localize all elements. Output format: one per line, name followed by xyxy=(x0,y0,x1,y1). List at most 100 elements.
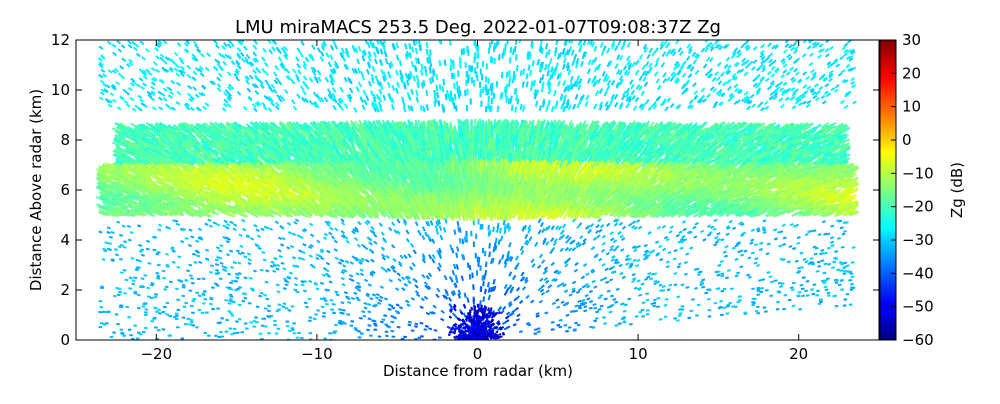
echo-dash xyxy=(214,67,217,70)
echo-dash xyxy=(360,269,363,271)
echo-dash xyxy=(769,63,772,66)
echo-dash xyxy=(768,71,772,74)
echo-dash xyxy=(560,248,563,251)
echo-dash xyxy=(202,278,206,279)
echo-dash xyxy=(182,71,185,74)
echo-dash xyxy=(811,70,815,73)
echo-dash xyxy=(436,294,439,297)
echo-dash xyxy=(593,304,597,305)
echo-dash xyxy=(215,59,218,63)
echo-dash xyxy=(686,253,689,254)
echo-dash xyxy=(189,99,193,102)
echo-dash xyxy=(706,72,709,76)
echo-dash xyxy=(157,252,161,253)
echo-dash xyxy=(205,103,209,106)
echo-dash xyxy=(262,252,265,253)
echo-dash xyxy=(704,64,707,68)
echo-dash xyxy=(697,274,700,275)
echo-dash xyxy=(717,239,720,240)
echo-dash xyxy=(713,78,716,82)
echo-dash xyxy=(292,233,295,235)
echo-dash xyxy=(819,44,823,47)
echo-dash xyxy=(583,242,586,245)
echo-dash xyxy=(507,71,508,77)
echo-dash xyxy=(460,228,461,233)
echo-dash xyxy=(827,62,831,65)
echo-dash xyxy=(294,222,297,224)
echo-dash xyxy=(472,336,474,338)
echo-dash xyxy=(374,241,377,244)
echo-dash xyxy=(323,237,326,239)
echo-dash xyxy=(339,324,343,325)
echo-dash xyxy=(592,281,595,283)
echo-dash xyxy=(404,284,407,287)
echo-dash xyxy=(135,270,139,271)
echo-dash xyxy=(708,290,712,291)
echo-dash xyxy=(299,250,302,252)
echo-dash xyxy=(600,89,603,94)
echo-dash xyxy=(541,222,543,226)
echo-dash xyxy=(445,218,446,223)
echo-dash xyxy=(452,73,453,79)
echo-dash xyxy=(220,263,224,264)
echo-dash xyxy=(433,305,436,308)
echo-dash xyxy=(454,83,455,89)
echo-dash xyxy=(571,38,573,44)
echo-dash xyxy=(273,271,276,272)
echo-dash xyxy=(632,226,635,228)
echo-dash xyxy=(794,50,797,53)
echo-dash xyxy=(163,40,167,43)
echo-dash xyxy=(820,253,824,254)
echo-dash xyxy=(285,90,288,94)
echo-dash xyxy=(238,273,241,274)
echo-dash xyxy=(732,248,736,249)
echo-dash xyxy=(504,220,505,225)
echo-dash xyxy=(831,267,835,268)
echo-dash xyxy=(521,104,522,110)
echo-dash xyxy=(455,328,457,329)
echo-dash xyxy=(248,303,252,304)
echo-dash xyxy=(607,48,609,53)
echo-dash xyxy=(641,310,645,311)
echo-dash xyxy=(332,236,335,238)
echo-dash xyxy=(622,277,625,279)
echo-dash xyxy=(159,107,163,110)
echo-dash xyxy=(812,294,816,295)
echo-dash xyxy=(301,86,304,90)
echo-dash xyxy=(366,96,368,101)
echo-dash xyxy=(317,241,320,243)
echo-dash xyxy=(830,242,834,243)
echo-dash xyxy=(456,253,457,258)
echo-dash xyxy=(233,262,237,263)
echo-dash xyxy=(175,68,179,71)
echo-dash xyxy=(462,239,463,244)
echo-dash xyxy=(182,285,186,286)
echo-dash xyxy=(568,327,572,328)
echo-dash xyxy=(662,63,665,67)
echo-dash xyxy=(735,275,739,276)
echo-dash xyxy=(292,257,295,259)
echo-dash xyxy=(825,290,829,291)
echo-dash xyxy=(595,318,599,319)
echo-dash xyxy=(321,52,324,57)
echo-dash xyxy=(846,265,850,266)
echo-dash xyxy=(249,278,253,279)
echo-dash xyxy=(574,270,577,272)
echo-dash xyxy=(656,306,660,307)
echo-dash xyxy=(300,236,303,238)
echo-dash xyxy=(276,284,280,285)
echo-dash xyxy=(345,104,348,109)
echo-dash xyxy=(594,46,596,51)
echo-dash xyxy=(347,298,351,299)
echo-dash xyxy=(181,67,184,70)
echo-dash xyxy=(454,331,456,332)
echo-dash xyxy=(503,334,505,335)
echo-dash xyxy=(728,65,731,69)
echo-dash xyxy=(281,227,284,229)
echo-dash xyxy=(674,250,677,252)
echo-dash xyxy=(563,64,565,70)
echo-dash xyxy=(628,42,631,47)
echo-dash xyxy=(107,249,110,250)
echo-dash xyxy=(515,308,518,311)
echo-dash xyxy=(340,87,343,92)
